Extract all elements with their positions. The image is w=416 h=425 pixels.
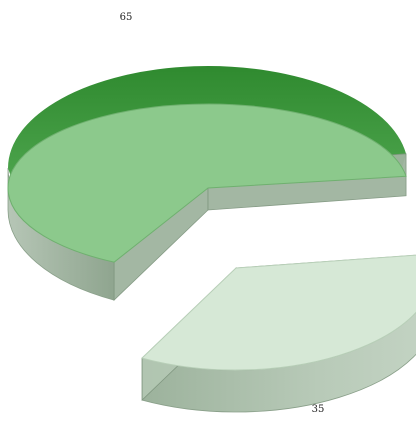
pie-slice-65	[7, 66, 407, 301]
data-label-65: 65	[120, 12, 133, 23]
slice-rim-65	[8, 66, 407, 186]
slice-top-35	[141, 254, 416, 371]
slice-top-65	[7, 103, 407, 263]
pie-slice-35	[141, 254, 416, 413]
data-label-35: 35	[312, 404, 325, 415]
